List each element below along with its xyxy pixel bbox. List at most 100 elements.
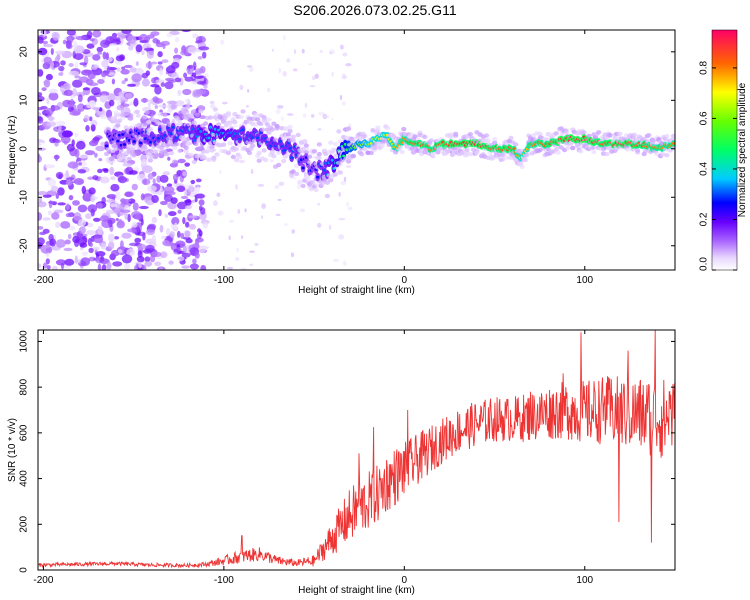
ridge-halo — [183, 149, 189, 154]
noise-speckle — [149, 113, 154, 118]
noise-speckle — [97, 168, 103, 174]
y-tick-label: 600 — [19, 424, 30, 441]
ridge-halo — [141, 144, 147, 149]
ridge-halo — [232, 120, 238, 125]
noise-speckle — [198, 245, 207, 254]
noise-speckle — [184, 98, 190, 104]
x-tick-label: 100 — [576, 575, 593, 586]
noise-speckle — [171, 61, 180, 69]
noise-speckle — [81, 185, 87, 195]
ridge-core — [199, 130, 203, 133]
noise-speckle — [89, 38, 95, 42]
noise-speckle — [147, 223, 157, 230]
ridge-halo — [220, 142, 227, 147]
noise-speckle — [120, 198, 126, 204]
ridge-halo — [207, 115, 214, 120]
noise-speckle — [163, 186, 175, 194]
chart-title: S206.2026.073.02.25.G11 — [293, 2, 457, 18]
noise-speckle — [188, 215, 198, 219]
ridge-halo — [485, 138, 491, 143]
noise-speckle — [88, 187, 96, 195]
ridge-halo — [362, 133, 368, 139]
noise-speckle — [328, 224, 332, 230]
noise-speckle — [136, 255, 145, 263]
noise-speckle — [197, 228, 202, 233]
noise-speckle — [141, 178, 151, 186]
noise-speckle — [291, 229, 296, 234]
noise-speckle — [161, 235, 167, 240]
noise-speckle — [103, 168, 109, 173]
ridge-halo — [646, 132, 652, 138]
ridge-halo — [578, 149, 584, 154]
noise-speckle — [187, 65, 194, 69]
noise-speckle — [47, 210, 53, 216]
ridge-halo — [508, 135, 514, 141]
ridge-halo — [337, 170, 343, 175]
noise-speckle — [111, 78, 115, 85]
noise-speckle — [299, 208, 306, 213]
noise-speckle — [117, 176, 127, 184]
noise-speckle — [42, 217, 51, 221]
ridge-halo — [287, 128, 293, 134]
noise-speckle — [317, 202, 320, 206]
noise-speckle — [162, 240, 170, 246]
noise-speckle — [147, 173, 154, 180]
noise-speckle — [184, 162, 190, 167]
noise-speckle — [169, 231, 175, 238]
noise-speckle — [51, 212, 60, 220]
noise-speckle — [50, 48, 54, 55]
ridge-halo — [255, 117, 261, 122]
noise-speckle — [187, 46, 198, 54]
noise-speckle — [286, 58, 291, 63]
ridge-halo — [157, 112, 163, 117]
noise-speckle — [79, 62, 88, 66]
noise-speckle — [159, 251, 168, 258]
noise-speckle — [216, 192, 221, 197]
ridge-core — [213, 127, 217, 131]
ridge-halo — [617, 131, 623, 136]
ridge-halo — [422, 134, 428, 140]
noise-speckle — [106, 65, 111, 75]
noise-speckle — [45, 73, 53, 81]
noise-speckle — [58, 125, 62, 133]
ridge-halo — [233, 146, 240, 152]
noise-speckle — [135, 44, 143, 53]
ridge-halo — [198, 109, 204, 114]
noise-speckle — [38, 111, 42, 117]
noise-speckle — [102, 51, 107, 60]
ridge-halo — [147, 127, 153, 132]
ridge-halo — [397, 145, 404, 150]
noise-speckle — [137, 250, 143, 258]
ridge-halo — [128, 113, 134, 118]
noise-speckle — [43, 44, 54, 48]
noise-speckle — [177, 209, 182, 214]
noise-speckle — [42, 40, 49, 45]
noise-speckle — [331, 71, 334, 77]
noise-speckle — [169, 30, 180, 36]
noise-speckle — [159, 224, 164, 233]
noise-speckle — [69, 110, 81, 116]
colorbar-label: Normalized spectral amplitude — [737, 82, 748, 217]
noise-speckle — [317, 128, 322, 131]
noise-speckle — [116, 47, 120, 52]
ridge-core — [288, 146, 292, 150]
noise-speckle — [343, 260, 347, 266]
noise-speckle — [72, 88, 77, 97]
noise-speckle — [222, 101, 228, 105]
noise-speckle — [183, 72, 188, 79]
noise-speckle — [293, 49, 297, 55]
noise-speckle — [191, 72, 197, 77]
ridge-halo — [227, 121, 233, 127]
noise-speckle — [235, 184, 238, 190]
noise-speckle — [97, 51, 103, 55]
noise-speckle — [77, 154, 89, 159]
noise-speckle — [338, 217, 346, 221]
ridge-halo — [117, 118, 123, 123]
noise-speckle — [171, 72, 179, 80]
x-axis-label: Height of straight line (km) — [298, 285, 415, 296]
noise-speckle — [195, 107, 199, 114]
ridge-halo — [240, 109, 246, 114]
noise-speckle — [150, 61, 158, 65]
ridge-halo — [172, 159, 178, 164]
